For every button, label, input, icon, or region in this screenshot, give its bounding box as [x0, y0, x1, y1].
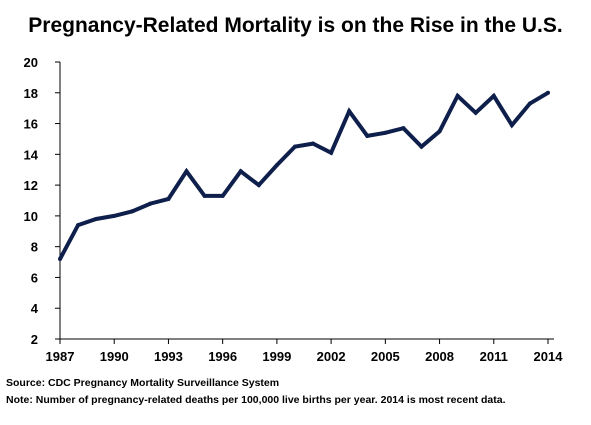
data-point — [238, 169, 243, 174]
data-point — [76, 223, 81, 228]
data-point — [58, 256, 62, 261]
data-point — [130, 209, 135, 214]
line-chart: 2 4 6 8 10 12 14 16 18 20 1987 1990 1993 1996 1999 200… — [24, 55, 564, 364]
y-tick-label: 20 — [24, 55, 38, 70]
chart-axes — [59, 62, 554, 340]
data-point — [292, 144, 297, 149]
y-tick-label: 4 — [31, 301, 39, 316]
data-point — [419, 144, 424, 149]
y-tick-label: 8 — [31, 240, 38, 255]
data-point — [274, 163, 279, 168]
y-axis-ticks: 2 4 6 8 10 12 14 16 18 20 — [24, 55, 60, 347]
y-tick-label: 6 — [31, 270, 38, 285]
data-point — [527, 101, 532, 106]
data-point — [112, 213, 117, 218]
data-point — [383, 130, 388, 135]
data-point — [148, 201, 153, 206]
data-point — [347, 109, 352, 114]
data-point — [220, 193, 225, 198]
x-tick-label: 2005 — [371, 349, 400, 364]
data-point — [401, 126, 406, 131]
y-tick-label: 10 — [24, 209, 38, 224]
x-tick-label: 1990 — [100, 349, 129, 364]
x-tick-label: 1996 — [208, 349, 237, 364]
data-point — [329, 150, 334, 155]
data-point — [509, 123, 514, 128]
data-point — [166, 196, 171, 201]
x-tick-label: 1987 — [46, 349, 75, 364]
x-tick-label: 1993 — [154, 349, 183, 364]
footnotes: Source: CDC Pregnancy Mortality Surveill… — [6, 375, 506, 409]
chart-title: Pregnancy-Related Mortality is on the Ri… — [28, 14, 563, 37]
data-point — [311, 141, 316, 146]
data-point — [473, 110, 478, 115]
data-note: Note: Number of pregnancy-related deaths… — [6, 394, 506, 406]
x-tick-label: 2014 — [534, 349, 564, 364]
data-point — [94, 216, 99, 221]
x-tick-label: 1999 — [262, 349, 291, 364]
y-tick-label: 16 — [24, 117, 38, 132]
x-axis-ticks: 1987 1990 1993 1996 1999 2002 2005 2008 2011 2014 — [46, 339, 564, 364]
source-note: Source: CDC Pregnancy Mortality Surveill… — [6, 377, 280, 389]
data-point — [546, 90, 550, 95]
data-series — [58, 90, 550, 261]
data-point — [491, 93, 496, 98]
data-point — [437, 129, 442, 134]
x-tick-label: 2002 — [317, 349, 346, 364]
y-tick-label: 18 — [24, 86, 38, 101]
data-point — [256, 183, 261, 188]
x-tick-label: 2008 — [425, 349, 454, 364]
x-tick-label: 2011 — [480, 349, 508, 364]
y-tick-label: 2 — [31, 332, 38, 347]
data-point — [184, 169, 189, 174]
data-point — [455, 93, 460, 98]
y-tick-label: 14 — [24, 147, 39, 162]
y-tick-label: 12 — [24, 178, 38, 193]
data-point — [202, 193, 207, 198]
series-line — [58, 91, 550, 260]
data-point — [365, 133, 370, 138]
